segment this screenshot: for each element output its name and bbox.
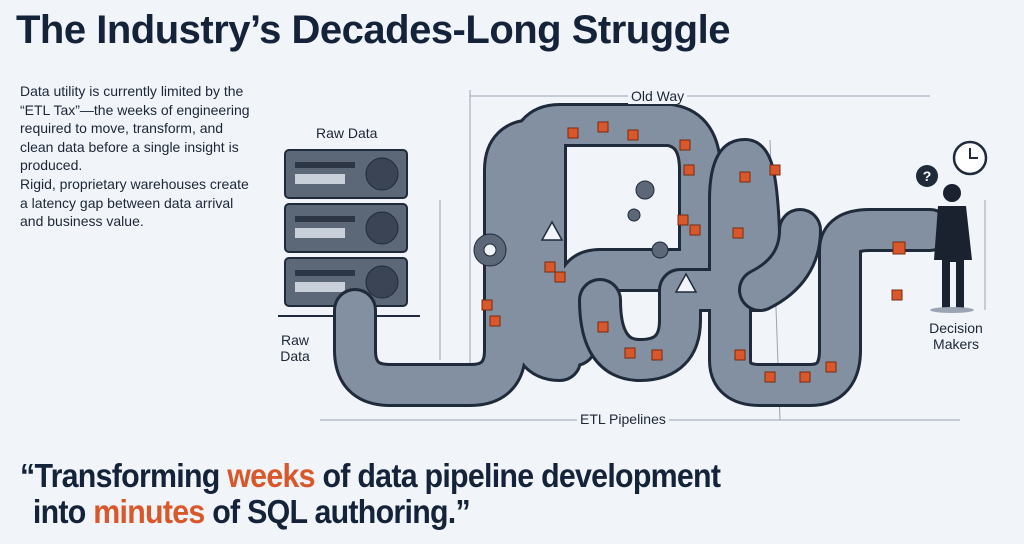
quote-highlight-weeks: weeks — [227, 457, 315, 494]
quote-text: “Transforming — [20, 457, 228, 494]
quote: “Transforming weeks of data pipeline dev… — [20, 457, 721, 530]
quote-highlight-minutes: minutes — [93, 493, 205, 530]
page-title: The Industry’s Decades-Long Struggle — [16, 8, 730, 52]
label-raw-data-side: Raw Data — [272, 332, 318, 364]
quote-text: into — [32, 493, 94, 530]
svg-text:?: ? — [923, 168, 932, 184]
label-old-way: Old Way — [628, 88, 688, 104]
warning-icon — [540, 220, 698, 293]
data-cube-icon — [481, 121, 906, 383]
server-icon — [278, 149, 420, 317]
person-icon — [930, 184, 974, 313]
label-decision-makers: Decision Makers — [918, 320, 994, 352]
pipe-icon — [333, 103, 952, 407]
quote-text: of data pipeline development — [314, 457, 721, 494]
gear-icon — [473, 180, 669, 267]
label-etl-pipelines: ETL Pipelines — [577, 411, 669, 427]
paragraph-warehouses: Rigid, proprietary warehouses create a l… — [20, 175, 249, 230]
intro-text: Data utility is currently limited by the… — [20, 82, 255, 231]
paragraph-etl-tax: Data utility is currently limited by the… — [20, 83, 250, 174]
label-raw-data-top: Raw Data — [313, 125, 381, 141]
clock-icon — [952, 140, 988, 176]
question-icon: ? — [916, 165, 938, 187]
quote-text: of SQL authoring.” — [204, 493, 470, 530]
